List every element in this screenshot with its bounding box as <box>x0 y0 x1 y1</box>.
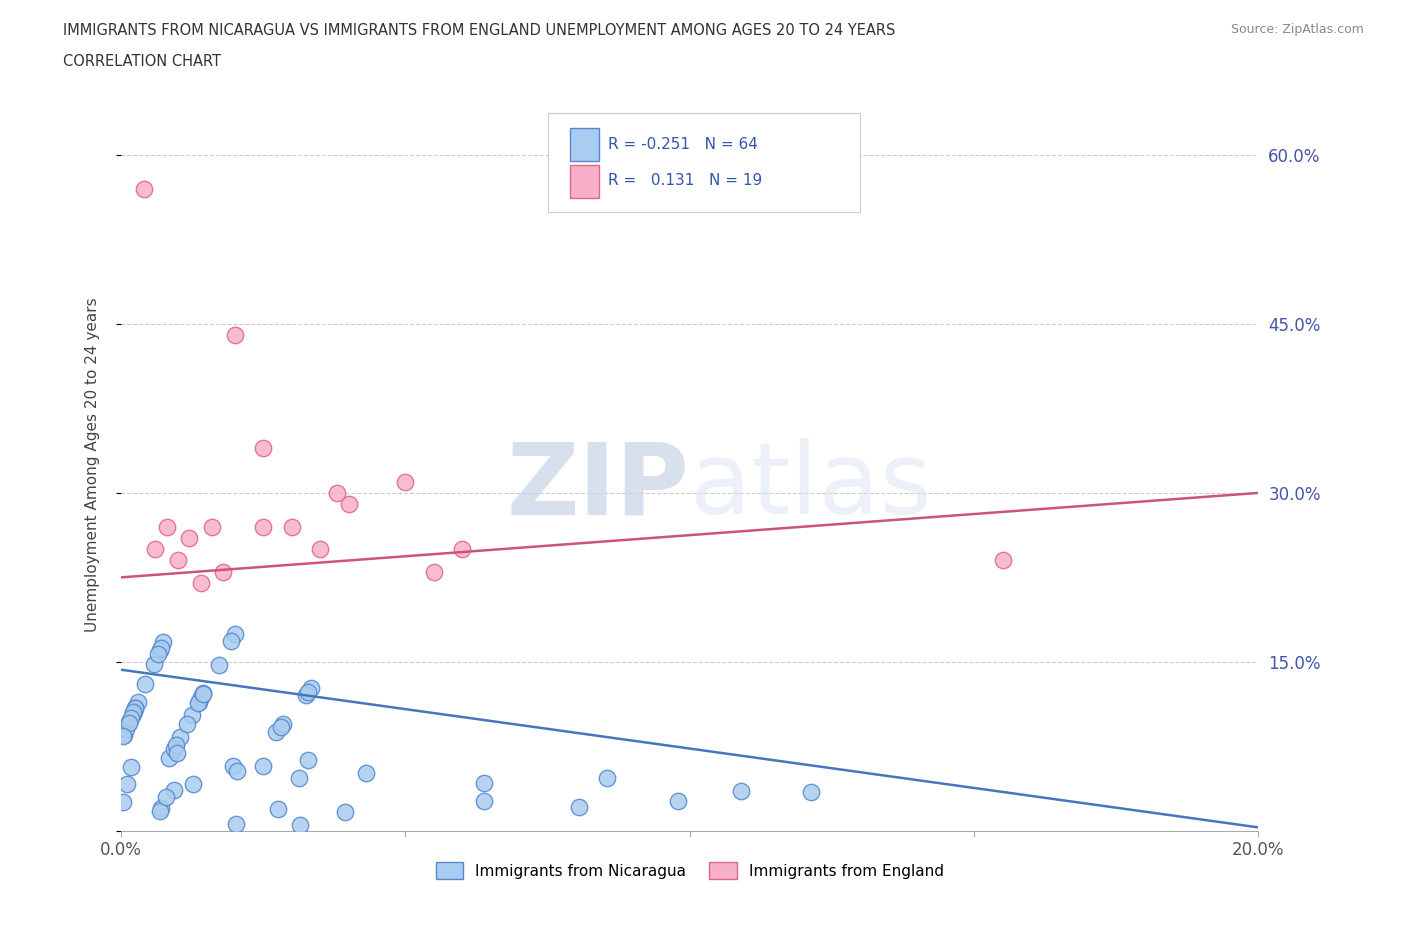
Point <box>120 759 142 774</box>
Point <box>224 627 246 642</box>
Point <box>288 817 311 832</box>
Point <box>157 751 180 765</box>
Point <box>299 681 322 696</box>
Point <box>451 542 474 557</box>
Point <box>162 782 184 797</box>
Point <box>134 676 156 691</box>
Point <box>117 777 139 792</box>
Point <box>294 687 316 702</box>
Text: IMMIGRANTS FROM NICARAGUA VS IMMIGRANTS FROM ENGLAND UNEMPLOYMENT AMONG AGES 20 : IMMIGRANTS FROM NICARAGUA VS IMMIGRANTS … <box>63 23 896 38</box>
Point <box>149 804 172 818</box>
Legend: Immigrants from Nicaragua, Immigrants from England: Immigrants from Nicaragua, Immigrants fr… <box>429 856 950 885</box>
Point <box>163 741 186 756</box>
Y-axis label: Unemployment Among Ages 20 to 24 years: Unemployment Among Ages 20 to 24 years <box>86 298 100 632</box>
Point <box>190 576 212 591</box>
Point <box>280 519 302 534</box>
Point <box>288 770 311 785</box>
Point <box>176 717 198 732</box>
Point <box>326 485 349 500</box>
Point <box>596 770 619 785</box>
Point <box>568 799 591 814</box>
Text: atlas: atlas <box>690 438 931 535</box>
Point <box>112 727 135 742</box>
Point <box>149 641 172 656</box>
Point <box>111 795 134 810</box>
Point <box>193 686 215 701</box>
Point <box>124 700 146 715</box>
Point <box>146 647 169 662</box>
Point <box>193 686 215 701</box>
Point <box>472 793 495 808</box>
Point <box>225 764 247 778</box>
Point <box>127 695 149 710</box>
Point <box>122 704 145 719</box>
Point <box>224 327 246 342</box>
Point <box>730 783 752 798</box>
Point <box>800 785 823 800</box>
Point <box>120 711 142 725</box>
Point <box>167 553 190 568</box>
Point <box>271 717 294 732</box>
Point <box>152 635 174 650</box>
Point <box>142 657 165 671</box>
Point <box>666 793 689 808</box>
Point <box>266 725 288 740</box>
Point <box>333 805 356 820</box>
Point <box>266 802 288 817</box>
Point <box>181 708 204 723</box>
Point <box>156 519 179 534</box>
Point <box>118 714 141 729</box>
Point <box>472 775 495 790</box>
Point <box>394 474 416 489</box>
Bar <box>571 128 599 161</box>
Point <box>155 789 177 804</box>
Bar <box>571 165 599 197</box>
Point <box>166 745 188 760</box>
Point <box>143 542 166 557</box>
Point <box>122 705 145 720</box>
Point <box>181 777 204 791</box>
Text: R = -0.251   N = 64: R = -0.251 N = 64 <box>607 137 758 152</box>
Point <box>132 181 155 196</box>
Point <box>219 633 242 648</box>
Point <box>252 758 274 773</box>
Point <box>112 728 135 743</box>
Point <box>124 700 146 715</box>
Point <box>222 758 245 773</box>
Point <box>150 800 173 815</box>
Point <box>165 737 187 752</box>
Point <box>169 730 191 745</box>
Point <box>297 684 319 699</box>
FancyBboxPatch shape <box>548 113 860 212</box>
Point <box>201 519 224 534</box>
Point <box>115 722 138 737</box>
Point <box>337 497 360 512</box>
Point <box>991 553 1014 568</box>
Point <box>207 658 229 672</box>
Text: Source: ZipAtlas.com: Source: ZipAtlas.com <box>1230 23 1364 36</box>
Point <box>187 695 209 710</box>
Point <box>252 441 274 456</box>
Point <box>297 753 319 768</box>
Point <box>212 565 235 579</box>
Point <box>252 519 274 534</box>
Point <box>149 643 172 658</box>
Point <box>270 719 292 734</box>
Text: R =   0.131   N = 19: R = 0.131 N = 19 <box>607 173 762 188</box>
Point <box>423 565 446 579</box>
Point <box>225 817 247 831</box>
Point <box>309 542 332 557</box>
Point <box>179 530 201 545</box>
Point <box>356 765 378 780</box>
Text: CORRELATION CHART: CORRELATION CHART <box>63 54 221 69</box>
Point <box>190 690 212 705</box>
Point <box>121 707 143 722</box>
Point <box>118 715 141 730</box>
Text: ZIP: ZIP <box>508 438 690 535</box>
Point <box>187 696 209 711</box>
